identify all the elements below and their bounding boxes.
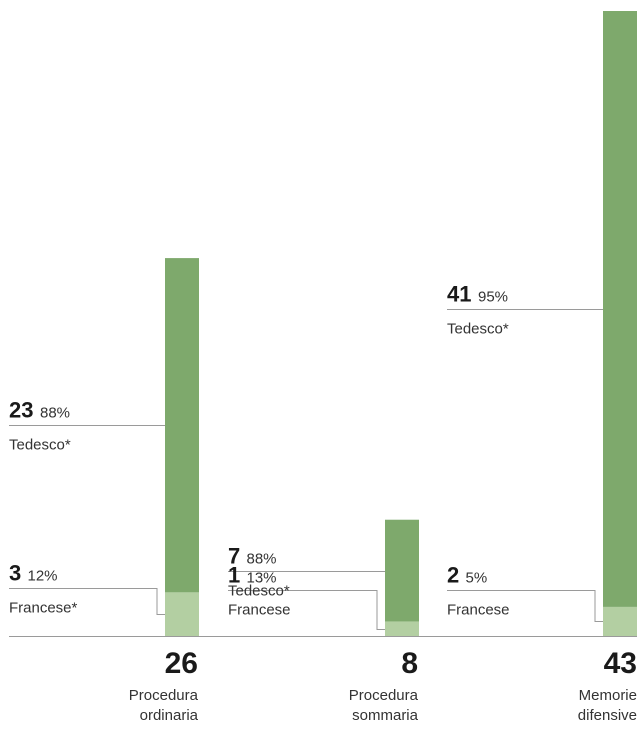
percent-label-tedesco-1: 88% <box>40 405 70 422</box>
value-label-tedesco-2: 7 <box>228 544 240 569</box>
series-label-tedesco-2: Tedesco* <box>228 583 290 600</box>
percent-label-francese-2: 13% <box>247 570 277 587</box>
bar-tedesco-3 <box>603 11 637 607</box>
bar-tedesco-1 <box>165 258 199 593</box>
leader-line-francese-1 <box>9 588 165 615</box>
leader-line-francese-2 <box>228 590 385 630</box>
category-label-1-line-2: ordinaria <box>140 707 199 724</box>
percent-label-francese-3: 5% <box>466 570 488 587</box>
percent-label-tedesco-3: 95% <box>478 289 508 306</box>
bar-francese-3 <box>603 606 637 636</box>
series-label-francese-3: Francese <box>447 602 510 619</box>
value-label-francese-1: 3 <box>9 561 21 586</box>
leader-line-francese-3 <box>447 590 603 622</box>
total-label-2: 8 <box>401 647 418 680</box>
series-label-francese-1: Francese* <box>9 600 78 617</box>
series-label-tedesco-1: Tedesco* <box>9 437 71 454</box>
value-label-francese-3: 2 <box>447 563 459 588</box>
series-label-francese-2: Francese <box>228 602 291 619</box>
value-label-francese-2: 1 <box>228 563 240 588</box>
category-label-1-line-1: Procedura <box>129 687 199 704</box>
series-label-tedesco-3: Tedesco* <box>447 321 509 338</box>
bar-francese-1 <box>165 592 199 636</box>
category-label-2-line-1: Procedura <box>349 687 419 704</box>
category-label-3-line-1: Memorie <box>579 687 637 704</box>
category-label-2-line-2: sommaria <box>352 707 419 724</box>
bar-francese-2 <box>385 621 419 636</box>
total-label-3: 43 <box>604 647 637 680</box>
bar-tedesco-2 <box>385 519 419 622</box>
percent-label-tedesco-2: 88% <box>247 551 277 568</box>
percent-label-francese-1: 12% <box>28 568 58 585</box>
total-label-1: 26 <box>165 647 198 680</box>
value-label-tedesco-1: 23 <box>9 398 33 423</box>
category-label-3-line-2: difensive <box>578 707 637 724</box>
value-label-tedesco-3: 41 <box>447 282 471 307</box>
